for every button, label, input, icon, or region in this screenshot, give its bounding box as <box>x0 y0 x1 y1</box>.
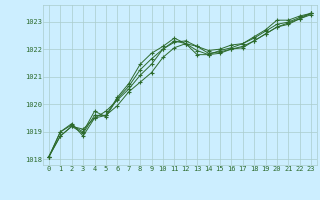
Text: Graphe pression niveau de la mer (hPa): Graphe pression niveau de la mer (hPa) <box>58 186 262 196</box>
